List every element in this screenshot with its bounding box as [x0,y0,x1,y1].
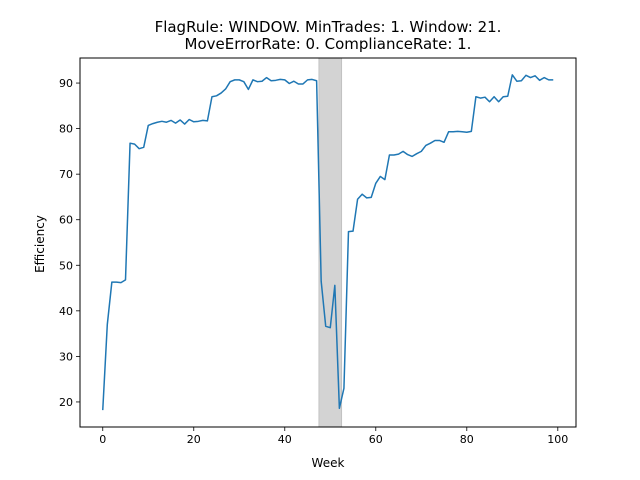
y-tick-label-90: 90 [59,77,73,90]
chart-title-line-1: FlagRule: WINDOW. MinTrades: 1. Window: … [155,18,502,36]
x-tick-label-80: 80 [460,433,474,446]
x-tick-label-40: 40 [278,433,292,446]
y-tick-label-80: 80 [59,123,73,136]
series-line-0 [102,74,554,411]
y-tick-label-60: 60 [59,214,73,227]
x-tick-label-20: 20 [187,433,201,446]
x-tick-label-0: 0 [99,433,106,446]
plot-area: 0 20 40 60 80 100 20 30 40 50 60 70 80 90 [59,57,577,446]
y-tick-label-70: 70 [59,168,73,181]
y-axis-label: Efficiency [33,215,47,273]
y-tick-label-30: 30 [59,350,73,363]
x-tick-label-60: 60 [369,433,383,446]
y-tick-label-50: 50 [59,259,73,272]
y-tick-label-20: 20 [59,396,73,409]
y-tick-label-40: 40 [59,305,73,318]
x-axis-label: Week [312,456,345,470]
plot-frame [79,57,577,428]
chart-title-line-2: MoveErrorRate: 0. ComplianceRate: 1. [185,35,472,53]
x-tick-label-100: 100 [547,433,568,446]
